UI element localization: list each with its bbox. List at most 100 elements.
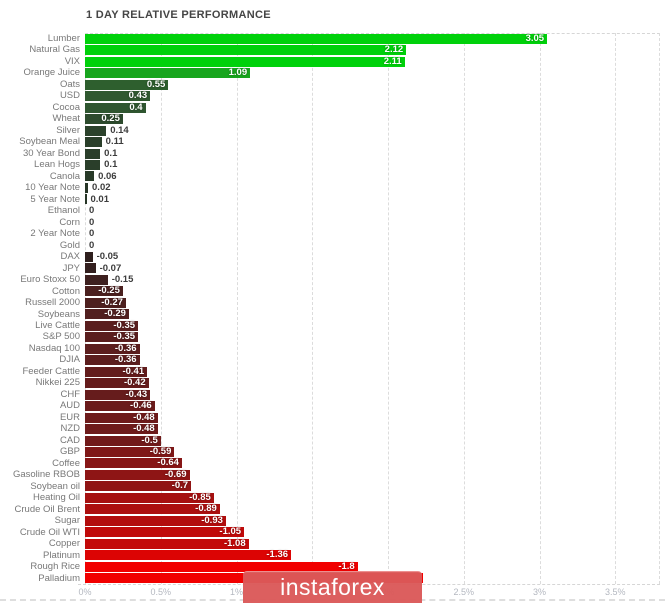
value-label: -0.48: [133, 423, 155, 435]
chart-row: Orange Juice 1.09: [0, 67, 665, 78]
category-label: Feeder Cattle: [22, 365, 80, 377]
value-label: -1.8: [338, 560, 355, 572]
gridline-1%: [236, 33, 238, 584]
chart-row: Heating Oil -0.85: [0, 492, 665, 503]
chart-row: Natural Gas 2.12: [0, 44, 665, 55]
value-bar: [85, 263, 96, 274]
category-label: Lean Hogs: [34, 159, 80, 171]
value-bar: -1.36: [85, 549, 292, 561]
value-label: -0.35: [113, 331, 136, 343]
chart-row: Nikkei 225 -0.42: [0, 377, 665, 388]
value-label: 0.02: [92, 182, 111, 194]
value-bar: 0.4: [85, 101, 146, 113]
value-bar: [85, 274, 108, 285]
chart-row: CAD -0.5: [0, 435, 665, 446]
value-label: -0.36: [114, 354, 137, 366]
value-bar: -0.48: [85, 412, 158, 423]
category-label: Corn: [59, 216, 80, 228]
value-label: -0.25: [98, 285, 120, 297]
value-label: -1.36: [266, 549, 289, 561]
category-label: Canola: [49, 170, 80, 182]
chart-row: Live Cattle -0.35: [0, 320, 665, 331]
chart-row: Sugar -0.93: [0, 515, 665, 526]
chart-row: Silver 0.14: [0, 125, 665, 136]
value-label: -0.29: [104, 308, 126, 320]
chart-row: 10 Year Note 0.02: [0, 182, 665, 193]
category-label: 5 Year Note: [30, 193, 80, 205]
value-bar: 2.11: [85, 55, 405, 67]
category-label: EUR: [59, 411, 80, 423]
value-label: -0.36: [114, 342, 137, 354]
value-bar: -0.27: [85, 296, 126, 308]
value-bar: -0.48: [85, 423, 158, 435]
chart-row: Crude Oil WTI -1.05: [0, 527, 665, 538]
watermark-text: instaforex: [280, 574, 385, 600]
value-label: 0.4: [129, 101, 143, 113]
gridline-3.5%: [615, 33, 617, 584]
value-label: -0.35: [113, 319, 136, 331]
value-bar: 0.55: [85, 79, 169, 90]
value-bar: -0.7: [85, 480, 192, 492]
chart-row: 30 Year Bond 0.1: [0, 148, 665, 159]
category-label: AUD: [59, 400, 80, 412]
chart-row: USD 0.43: [0, 90, 665, 101]
x-tick-label: 1%: [229, 587, 244, 597]
chart-row: Soybeans -0.29: [0, 309, 665, 320]
value-label: -0.27: [101, 296, 123, 308]
value-label: 2.11: [383, 55, 402, 67]
chart-row: JPY -0.07: [0, 263, 665, 274]
x-tick-label: 2.5%: [453, 587, 475, 597]
chart-title: 1 DAY RELATIVE PERFORMANCE: [86, 9, 271, 21]
category-label: CHF: [60, 388, 80, 400]
chart-row: Euro Stoxx 50 -0.15: [0, 274, 665, 285]
value-bar: -0.41: [85, 366, 148, 377]
category-label: VIX: [64, 55, 80, 67]
value-label: 0: [89, 239, 95, 251]
value-label: 2.12: [384, 44, 404, 56]
chart-row: Lumber 3.05: [0, 33, 665, 44]
value-bar: -0.59: [85, 445, 175, 457]
chart-row: Crude Oil Brent -0.89: [0, 504, 665, 515]
chart-row: Soybean Meal 0.11: [0, 136, 665, 147]
value-label: 1.09: [228, 67, 248, 79]
category-label: Soybeans: [37, 308, 80, 320]
gridline-2.5%: [463, 33, 465, 584]
chart-row: 2 Year Note 0: [0, 228, 665, 239]
plot-top-border: [85, 33, 660, 34]
value-label: -0.5: [141, 434, 158, 446]
category-label: Orange Juice: [23, 67, 80, 79]
value-label: 0.1: [104, 147, 118, 159]
value-bar: [85, 148, 101, 159]
x-tick-label: 3.5%: [604, 587, 626, 597]
chart-row: 5 Year Note 0.01: [0, 194, 665, 205]
value-bar: 3.05: [85, 33, 548, 44]
gridline-2%: [388, 33, 389, 584]
chart-row: Gold 0: [0, 240, 665, 251]
category-label: 10 Year Note: [25, 182, 80, 194]
value-label: -0.7: [171, 480, 189, 492]
value-label: -0.59: [149, 445, 172, 457]
category-label: Cocoa: [52, 101, 80, 113]
category-label: 30 Year Bond: [22, 147, 80, 159]
category-label: Nikkei 225: [35, 377, 80, 389]
value-label: 0.14: [110, 124, 129, 136]
category-label: Rough Rice: [30, 561, 80, 573]
category-label: DJIA: [59, 354, 80, 366]
category-label: GBP: [59, 446, 80, 458]
value-bar: -0.36: [85, 342, 140, 354]
chart-row: DJIA -0.36: [0, 354, 665, 365]
value-bar: [85, 182, 89, 193]
value-label: 0.1: [104, 159, 118, 171]
value-label: 0.43: [128, 90, 148, 102]
value-bar: -0.43: [85, 389, 151, 400]
chart-row: EUR -0.48: [0, 412, 665, 423]
category-label: Crude Oil Brent: [14, 503, 80, 515]
category-label: Wheat: [52, 113, 80, 125]
plot-right-border: [659, 33, 660, 584]
chart-row: Rough Rice -1.8: [0, 561, 665, 572]
value-bar: 0.25: [85, 114, 123, 125]
category-label: S&P 500: [42, 331, 80, 343]
value-bar: 2.12: [85, 44, 407, 56]
value-bar: -0.46: [85, 401, 155, 412]
category-label: Ethanol: [47, 205, 80, 217]
